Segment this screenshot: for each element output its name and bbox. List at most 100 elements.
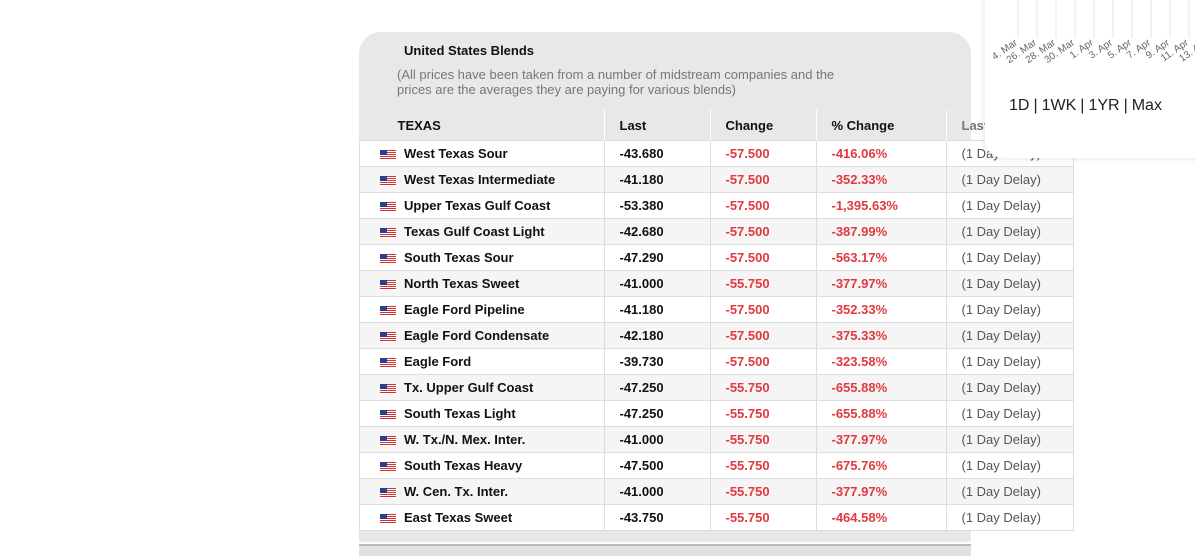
table-cell: -41.000 (603, 426, 711, 453)
cell-value: -377.97% (831, 276, 888, 291)
flag-stripe (380, 413, 396, 415)
flag-stripe (380, 469, 396, 471)
cell-value: -42.180 (619, 328, 664, 343)
flag-stripe (380, 441, 396, 443)
blend-name: Eagle Ford Condensate (404, 328, 550, 343)
table-cell: (1 Day Delay) (945, 504, 1074, 531)
flag-stripe (380, 385, 396, 387)
table-cell: -42.680 (603, 218, 711, 245)
flag-stripe (380, 467, 396, 469)
table-cell: -57.500 (709, 244, 817, 271)
table-cell: (1 Day Delay) (945, 426, 1074, 453)
flag-stripe (380, 208, 396, 210)
table-cell: -55.750 (709, 400, 817, 427)
cell-value: (1 Day Delay) (961, 224, 1041, 239)
table-cell: -43.680 (603, 140, 711, 167)
flag-stripe (380, 256, 396, 258)
cell-value: -47.250 (619, 406, 664, 421)
cell-value: (1 Day Delay) (961, 484, 1041, 499)
flag-stripe (380, 156, 396, 158)
flag-stripe (380, 462, 396, 464)
flag-stripe (380, 282, 396, 284)
flag-stripe (380, 232, 396, 234)
flag-stripe (380, 307, 396, 309)
flag-stripe (380, 492, 396, 494)
table-cell: W. Cen. Tx. Inter. (359, 478, 605, 505)
column-header: % Change (815, 110, 946, 141)
flag-stripe (380, 339, 396, 341)
cell-value: -43.750 (619, 510, 664, 525)
table-cell: South Texas Light (359, 400, 605, 427)
flag-stripe (380, 495, 396, 497)
table-row: W. Tx./N. Mex. Inter. -41.000 -55.750 -377.… (359, 426, 1074, 453)
flag-stripe (380, 235, 396, 237)
cell-value: (1 Day Delay) (961, 198, 1041, 213)
flag-canton (380, 279, 387, 285)
table-row: South Texas Light -47.250 -55.750 -655.88% (… (359, 400, 1074, 427)
range-button[interactable]: 1YR (1088, 97, 1120, 114)
blend-name: Texas Gulf Coast Light (404, 224, 545, 239)
flag-stripe (380, 493, 396, 495)
us-flag (380, 409, 396, 420)
flag-stripe (380, 313, 396, 315)
range-buttons: 1D | 1WK | 1YR | Max (1009, 97, 1166, 115)
cell-value: -41.180 (619, 172, 664, 187)
range-button[interactable]: Max (1131, 97, 1162, 114)
cell-value: -377.97% (831, 484, 888, 499)
flag-stripe (380, 383, 396, 385)
flag-stripe (380, 281, 396, 283)
flag-stripe (380, 386, 396, 388)
cell-value: -352.33% (831, 302, 888, 317)
flag-stripe (380, 470, 396, 472)
flag-stripe (380, 515, 396, 517)
flag-stripe (380, 280, 396, 282)
flag-stripe (380, 179, 396, 181)
flag-stripe (380, 389, 396, 391)
flag-stripe (380, 236, 396, 238)
flag-stripe (380, 489, 396, 491)
flag-stripe (380, 309, 396, 311)
flag-stripe (380, 517, 396, 519)
flag-stripe (380, 365, 396, 367)
flag-stripe (380, 155, 396, 157)
cell-value: -47.500 (619, 458, 664, 473)
cell-value: -57.500 (725, 250, 770, 265)
flag-stripe (380, 338, 396, 340)
flag-stripe (380, 464, 396, 466)
cell-value: -47.290 (619, 250, 664, 265)
flag-stripe (380, 287, 396, 289)
table-cell: Texas Gulf Coast Light (359, 218, 605, 245)
cell-value: -55.750 (725, 484, 770, 499)
flag-stripe (380, 359, 396, 361)
table-cell: (1 Day Delay) (945, 192, 1074, 219)
table-cell: -375.33% (815, 322, 947, 349)
flag-stripe (380, 361, 396, 363)
flag-stripe (380, 391, 396, 393)
range-button[interactable]: 1WK (1041, 97, 1077, 114)
flag-stripe (380, 183, 396, 185)
range-separator: | (1033, 97, 1038, 114)
range-button[interactable]: 1D (1009, 97, 1030, 114)
flag-stripe (380, 158, 396, 160)
blend-name: W. Tx./N. Mex. Inter. (404, 432, 526, 447)
flag-stripe (380, 357, 396, 359)
table-cell: South Texas Sour (359, 244, 605, 271)
table-cell: -655.88% (815, 400, 947, 427)
table-cell: -47.290 (603, 244, 711, 271)
flag-stripe (380, 412, 396, 414)
flag-stripe (380, 333, 396, 335)
blend-name: South Texas Heavy (404, 458, 523, 473)
flag-canton (380, 461, 387, 467)
table-cell: -57.500 (709, 218, 817, 245)
flag-stripe (380, 488, 396, 490)
table-cell: (1 Day Delay) (945, 400, 1074, 427)
table-row: Tx. Upper Gulf Coast -47.250 -55.750 -655.8… (359, 374, 1074, 401)
cell-value: -655.88% (831, 406, 888, 421)
blend-name: Eagle Ford (404, 354, 472, 369)
cell-value: (1 Day Delay) (961, 276, 1041, 291)
table-cell: (1 Day Delay) (945, 218, 1074, 245)
flag-stripe (380, 153, 396, 155)
cell-value: -464.58% (831, 510, 888, 525)
flag-canton (380, 435, 387, 441)
